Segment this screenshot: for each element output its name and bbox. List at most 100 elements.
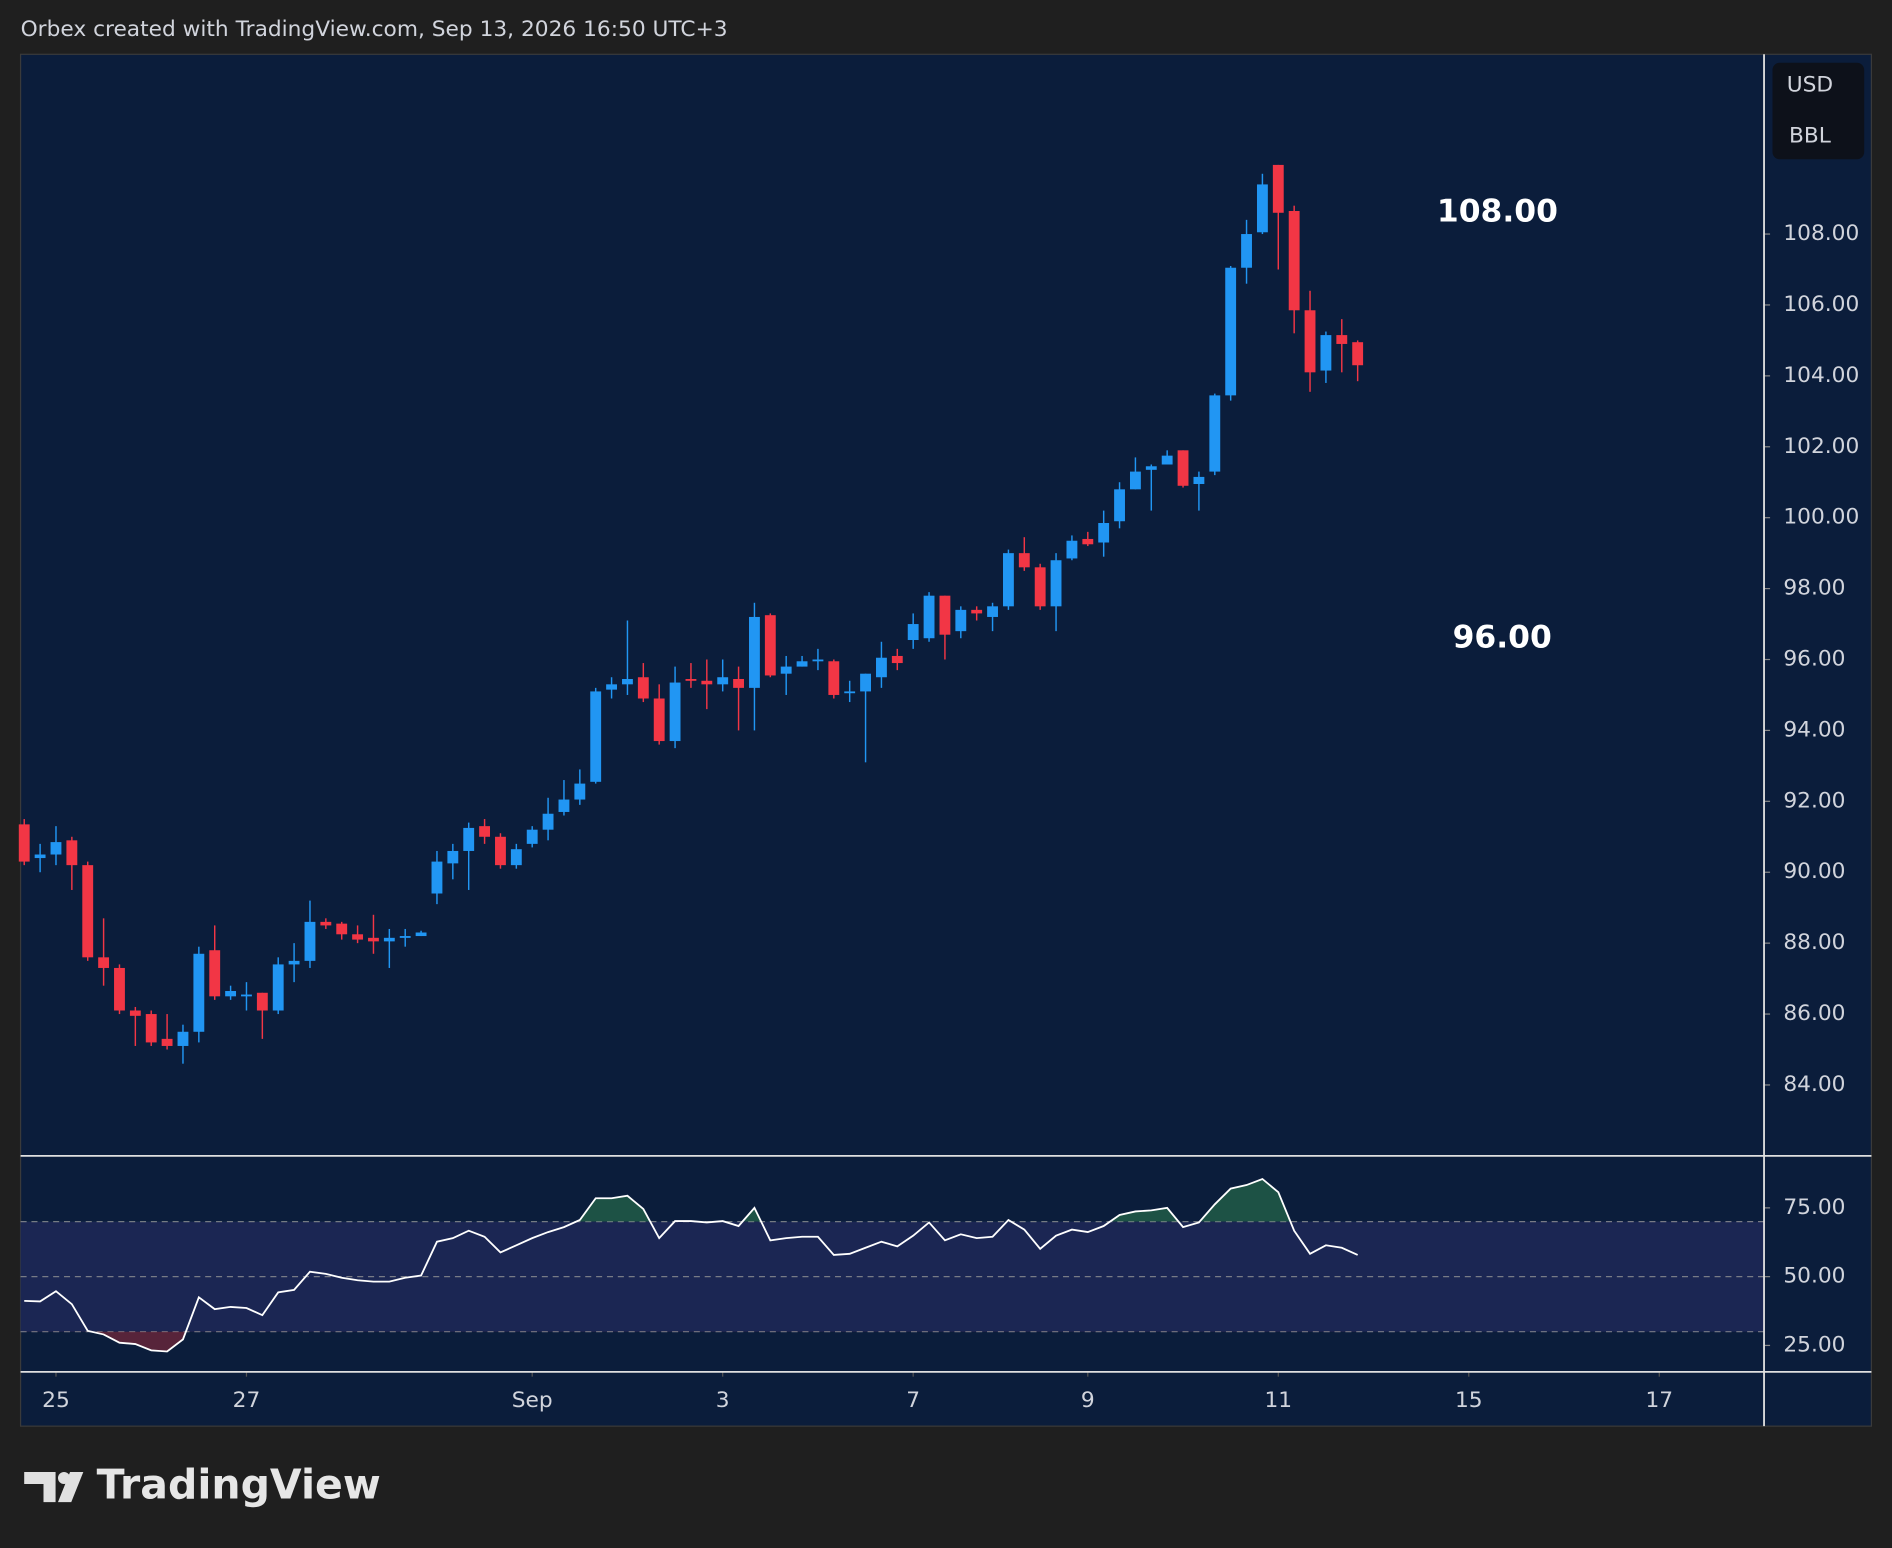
y-tick-label: 102.00 bbox=[1783, 434, 1859, 459]
y-tick-label: 75.00 bbox=[1783, 1195, 1845, 1220]
candle-body bbox=[145, 1014, 157, 1043]
candle-body bbox=[653, 698, 665, 742]
y-tick-label: 106.00 bbox=[1783, 292, 1859, 317]
candle-body bbox=[860, 673, 871, 692]
candle-body bbox=[129, 1010, 141, 1016]
candle-body bbox=[1177, 450, 1189, 486]
x-tick-label: 11 bbox=[1264, 1388, 1292, 1413]
candle-body bbox=[225, 991, 237, 997]
candle-body bbox=[669, 682, 681, 742]
x-tick-label: 27 bbox=[233, 1388, 261, 1413]
candle-body bbox=[1320, 335, 1332, 371]
candle-body bbox=[1098, 523, 1110, 543]
candle-body bbox=[82, 865, 94, 958]
x-tick-label: 25 bbox=[42, 1388, 70, 1413]
candle-body bbox=[510, 849, 522, 866]
candle-body bbox=[288, 960, 300, 965]
candle-body bbox=[558, 799, 570, 812]
y-tick-label: 94.00 bbox=[1783, 717, 1845, 742]
annotation: 96.00 bbox=[1453, 619, 1552, 655]
y-tick-label: 96.00 bbox=[1783, 647, 1845, 672]
candle-body bbox=[812, 659, 824, 662]
candle-body bbox=[796, 661, 808, 667]
y-tick-label: 92.00 bbox=[1783, 788, 1845, 813]
candle-body bbox=[637, 677, 649, 699]
candle-body bbox=[447, 850, 459, 864]
candle-body bbox=[1066, 540, 1078, 559]
candle-body bbox=[891, 655, 903, 664]
y-tick-label: 98.00 bbox=[1783, 576, 1845, 601]
candle-body bbox=[1034, 567, 1046, 607]
candle-body bbox=[971, 609, 983, 614]
candle-body bbox=[1082, 538, 1094, 545]
candle-body bbox=[1161, 455, 1173, 465]
candle-body bbox=[320, 921, 332, 926]
candle-body bbox=[66, 840, 78, 866]
candle-body bbox=[526, 829, 538, 844]
y-tick-label: 100.00 bbox=[1783, 505, 1859, 530]
candle-body bbox=[1209, 395, 1221, 472]
x-tick-label: 9 bbox=[1081, 1388, 1095, 1413]
candle-body bbox=[685, 679, 697, 681]
y-tick-label: 88.00 bbox=[1783, 930, 1845, 955]
candle-body bbox=[1002, 553, 1014, 607]
candle-body bbox=[383, 937, 395, 942]
candle-body bbox=[415, 932, 427, 937]
candle-body bbox=[1288, 211, 1300, 311]
candle-body bbox=[780, 666, 792, 674]
y-tick-label: 84.00 bbox=[1783, 1072, 1845, 1097]
header: Orbex created with TradingView.com, Sep … bbox=[21, 17, 728, 42]
candle-body bbox=[542, 813, 554, 830]
candle-body bbox=[923, 595, 935, 639]
candle-body bbox=[1256, 184, 1268, 233]
candle-body bbox=[336, 923, 348, 935]
candle-body bbox=[368, 937, 379, 942]
x-tick-label: 3 bbox=[716, 1388, 730, 1413]
candle-body bbox=[828, 661, 840, 695]
candle-body bbox=[98, 957, 110, 968]
candle-body bbox=[1225, 267, 1237, 396]
rsi-oversold-fill bbox=[24, 1331, 1358, 1352]
candle-body bbox=[1114, 489, 1125, 522]
x-tick-label: 17 bbox=[1645, 1388, 1673, 1413]
candle-body bbox=[590, 691, 602, 782]
candle-body bbox=[18, 824, 30, 862]
candle-body bbox=[939, 595, 951, 635]
brand: TradingView bbox=[97, 1461, 381, 1509]
candle-body bbox=[1304, 310, 1316, 373]
rsi-overbought-fill bbox=[576, 1178, 1291, 1222]
y-tick-label: 86.00 bbox=[1783, 1001, 1845, 1026]
candle-body bbox=[701, 680, 713, 685]
candle-body bbox=[733, 679, 744, 688]
candle-body bbox=[764, 615, 776, 676]
candle-body bbox=[1241, 234, 1252, 268]
candle-body bbox=[495, 836, 506, 866]
candle-body bbox=[272, 964, 284, 1011]
x-tick-label: 15 bbox=[1455, 1388, 1483, 1413]
candle-body bbox=[209, 950, 221, 997]
y-tick-label: 90.00 bbox=[1783, 859, 1845, 884]
x-tick-label: 7 bbox=[906, 1388, 920, 1413]
candle-body bbox=[955, 609, 967, 632]
candle-body bbox=[352, 934, 364, 940]
candle-body bbox=[1193, 476, 1205, 485]
candle-body bbox=[844, 691, 856, 694]
candle-body bbox=[1018, 553, 1030, 568]
candle-body bbox=[399, 936, 411, 938]
candle-body bbox=[304, 921, 316, 961]
candle-body bbox=[907, 624, 919, 641]
y-tick-label: 25.00 bbox=[1783, 1332, 1845, 1357]
candle-body bbox=[574, 783, 586, 800]
candle-body bbox=[50, 842, 62, 855]
unit-box bbox=[1772, 62, 1865, 160]
candle-body bbox=[34, 854, 46, 859]
candle-body bbox=[114, 967, 125, 1011]
annotation: 108.00 bbox=[1437, 193, 1558, 229]
rsi-line bbox=[24, 1177, 1359, 1353]
candle-body bbox=[1336, 335, 1348, 344]
candle-body bbox=[256, 992, 268, 1011]
candle-body bbox=[241, 994, 252, 997]
candle-body bbox=[1050, 560, 1062, 607]
candle-body bbox=[749, 616, 760, 688]
